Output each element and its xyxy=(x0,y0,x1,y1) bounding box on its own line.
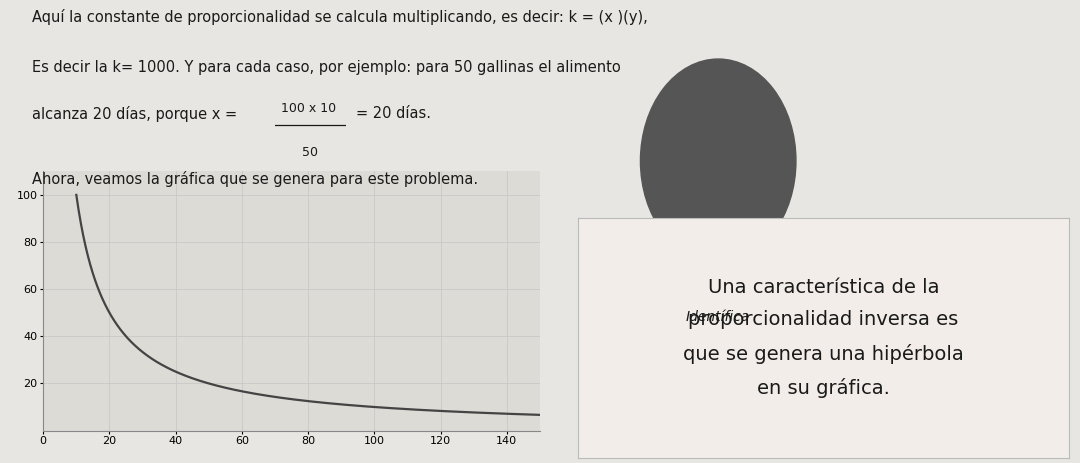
Text: = 20 días.: = 20 días. xyxy=(356,106,431,121)
Text: 50: 50 xyxy=(302,146,319,159)
Text: Una característica de la
proporcionalidad inversa es
que se genera una hipérbola: Una característica de la proporcionalida… xyxy=(684,278,963,398)
Text: Aquí la constante de proporcionalidad se calcula multiplicando, es decir: k = (x: Aquí la constante de proporcionalidad se… xyxy=(32,9,648,25)
Text: Identífica: Identífica xyxy=(686,310,751,324)
Text: Es decir la k= 1000. Y para cada caso, por ejemplo: para 50 gallinas el alimento: Es decir la k= 1000. Y para cada caso, p… xyxy=(32,60,621,75)
Text: alcanza 20 días, porque x =: alcanza 20 días, porque x = xyxy=(32,106,242,123)
Text: Ahora, veamos la gráfica que se genera para este problema.: Ahora, veamos la gráfica que se genera p… xyxy=(32,171,478,188)
Text: 100 x 10: 100 x 10 xyxy=(281,102,336,115)
Circle shape xyxy=(640,59,796,263)
